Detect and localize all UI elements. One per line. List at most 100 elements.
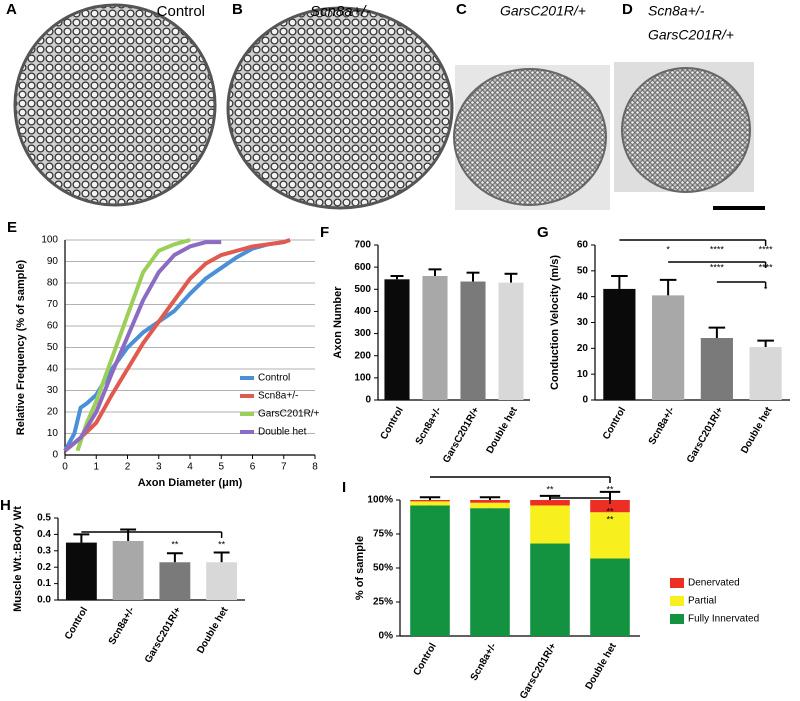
significance-label: **** [710,244,725,254]
significance-label: ** [606,514,614,524]
micrograph-label: Control [157,3,205,20]
x-tick-label: 6 [250,462,256,473]
y-tick-label: 700 [354,240,371,251]
x-tick-label: GarsC201R/+ [441,405,482,465]
y-tick-label: 10 [577,369,589,380]
y-tick-label: 40 [577,291,589,302]
panel-letter: H [0,497,11,514]
legend-label: Control [258,373,290,384]
x-tick-label: 7 [281,462,287,473]
x-tick-label: 3 [156,462,162,473]
x-tick-label: Scn8a+/- [647,405,677,446]
legend-swatch [670,596,684,606]
y-tick-label: 75% [373,529,393,540]
panel-letter: G [537,224,549,241]
micrograph-label: Scn8a+/- [648,3,705,19]
panel-letter: A [6,1,17,18]
significance-label: **** [759,244,774,254]
y-axis-label: Muscle Wt.:Body Wt [12,506,24,612]
legend-label: Denervated [688,578,740,589]
y-tick-label: 0.5 [37,513,51,524]
panel-letter: C [456,1,467,18]
x-tick-label: Scn8a+/- [414,405,444,446]
bar-segment [410,501,450,506]
significance-label: **** [710,262,725,272]
line-series [75,238,191,452]
panel-letter: D [622,1,633,18]
significance-label: ** [606,484,614,494]
y-tick-label: 0.2 [37,562,51,573]
y-tick-label: 300 [354,328,371,339]
legend-label: Partial [688,596,716,607]
y-tick-label: 500 [354,284,371,295]
bar-segment [410,505,450,636]
bar [700,338,733,400]
y-tick-label: 0.0 [37,595,51,606]
x-tick-label: Double het [485,405,521,456]
bar-segment [530,500,570,506]
y-tick-label: 0.4 [37,529,51,540]
bar-segment [590,558,630,636]
x-tick-label: 2 [125,462,131,473]
significance-label: **** [759,262,774,272]
y-tick-label: 100% [367,495,393,506]
y-tick-label: 70 [47,299,59,310]
y-tick-label: 600 [354,262,371,273]
y-tick-label: 30 [577,317,589,328]
bar [159,562,191,600]
panel-letter: I [342,479,346,496]
bar-segment [470,502,510,509]
x-tick-label: Control [379,405,406,441]
bar [749,347,782,400]
panel-letter: F [320,224,329,241]
legend-swatch [670,614,684,624]
y-tick-label: 100 [41,235,58,246]
y-tick-label: 0 [365,395,371,406]
significance-label: * [666,244,670,254]
line-series [63,238,291,453]
y-tick-label: 0 [582,395,588,406]
x-tick-label: Control [63,605,90,641]
bar-segment [590,500,630,513]
y-tick-label: 20 [47,407,59,418]
x-tick-label: 0 [62,462,68,473]
micrograph-label: Scn8a+/- [310,3,370,20]
y-tick-label: 20 [577,343,589,354]
y-tick-label: 40 [47,364,59,375]
significance-label: ** [546,484,554,494]
y-tick-label: 60 [47,321,59,332]
legend-label: Fully Innervated [688,614,759,625]
micrograph-d [614,62,754,193]
panel-letter: B [232,1,243,18]
bar [498,282,524,400]
y-tick-label: 0.1 [37,578,51,589]
x-axis-label: Axon Diameter (μm) [138,477,243,489]
micrograph-label: GarsC201R/+ [500,3,586,19]
x-tick-label: Double het [584,641,620,692]
bar-segment [590,512,630,559]
y-tick-label: 400 [354,306,371,317]
significance-label: * [764,284,768,294]
legend-label: Scn8a+/- [258,391,298,402]
significance-label: ** [171,539,179,549]
x-tick-label: Double het [195,605,231,656]
bar-segment [530,543,570,636]
y-tick-label: 0% [379,631,394,642]
micrograph-label: GarsC201R/+ [648,27,734,43]
line-series [63,240,222,453]
x-tick-label: GarsC201R/+ [143,605,184,665]
legend-label: GarsC201R/+ [258,409,320,420]
y-tick-label: 90 [47,256,59,267]
bar [112,540,144,600]
bar [206,562,238,600]
y-tick-label: 10 [47,428,59,439]
panel-letter: E [7,219,17,236]
x-tick-label: GarsC201R/+ [685,405,726,465]
bar [652,295,685,400]
y-tick-label: 50 [577,265,589,276]
x-tick-label: 4 [187,462,193,473]
bar [603,288,636,400]
bar [384,279,410,400]
bar [422,276,448,400]
bar [65,542,97,600]
